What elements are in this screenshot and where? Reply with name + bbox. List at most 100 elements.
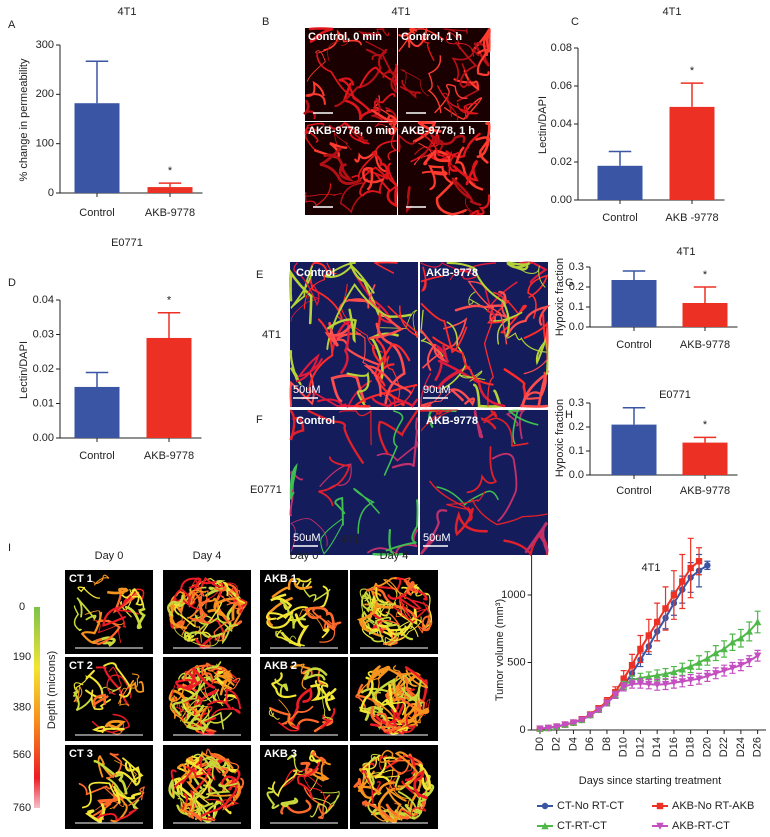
chart-title: E0771 xyxy=(111,237,143,249)
vessel xyxy=(524,371,547,400)
vessel xyxy=(306,48,330,82)
vessel xyxy=(471,194,491,216)
vessel xyxy=(183,809,202,823)
vessel xyxy=(377,409,419,456)
microscopy-image xyxy=(305,28,397,121)
marker xyxy=(656,802,664,810)
vessel xyxy=(373,93,396,117)
vessel xyxy=(268,707,319,730)
vessel xyxy=(373,261,398,274)
vessel xyxy=(399,69,429,97)
marker xyxy=(637,645,644,653)
colorbar xyxy=(34,607,40,808)
vessel xyxy=(505,304,551,339)
vessel xyxy=(374,755,388,771)
vessel xyxy=(320,518,344,555)
vessel xyxy=(312,608,336,631)
error-bar xyxy=(693,436,717,443)
vessel xyxy=(78,782,114,796)
vessel xyxy=(115,762,141,787)
error-bar xyxy=(85,371,109,387)
vessel xyxy=(221,595,244,610)
bar xyxy=(146,337,192,438)
error-bar xyxy=(157,312,181,338)
y-axis-label: Hypoxic fraction xyxy=(554,399,566,477)
vessel xyxy=(454,146,484,191)
vessel xyxy=(266,787,280,810)
vessel xyxy=(289,371,315,407)
error-bar xyxy=(608,150,632,166)
panel-label: G xyxy=(565,277,574,289)
marker xyxy=(712,649,720,657)
panel-title: 4T1 xyxy=(392,6,411,18)
panel-title: 4T1 xyxy=(341,534,360,546)
vessel xyxy=(429,480,473,523)
vessel xyxy=(278,721,300,732)
vessel xyxy=(354,148,388,173)
vessel xyxy=(483,417,529,447)
vessel xyxy=(353,487,380,534)
vessel xyxy=(220,769,241,791)
panel-label: D xyxy=(8,277,16,289)
vessel xyxy=(420,329,448,371)
column-label: Day 0 xyxy=(290,550,319,562)
significance-marker: * xyxy=(167,295,172,307)
vessel xyxy=(473,383,502,408)
x-axis-label: Days since starting treatment xyxy=(579,775,721,787)
significance-marker: * xyxy=(703,419,708,431)
vessel xyxy=(279,599,307,629)
vessel xyxy=(369,332,399,381)
vessel xyxy=(445,132,481,159)
x-tick-label: AKB-9778 xyxy=(680,339,730,351)
vessel xyxy=(176,803,201,816)
legend-label: AKB-RT-CT xyxy=(672,820,730,832)
y-tick-label: 0.00 xyxy=(551,194,572,206)
x-tick-label: D22 xyxy=(718,737,730,757)
vessel xyxy=(305,122,325,143)
vessel xyxy=(420,34,435,61)
marker xyxy=(686,662,695,670)
vessel xyxy=(73,675,88,691)
y-tick-label: 500 xyxy=(507,656,525,668)
vessel xyxy=(371,812,398,823)
vessel xyxy=(379,749,408,763)
vessel xyxy=(398,595,422,617)
vessel xyxy=(387,588,428,601)
vessel xyxy=(300,761,319,776)
vessel xyxy=(398,715,417,735)
vessel xyxy=(346,371,370,408)
vessel xyxy=(370,616,392,643)
vessel xyxy=(232,598,247,614)
vessel xyxy=(422,317,468,369)
vessel xyxy=(309,795,339,818)
vessel xyxy=(384,616,422,646)
vessel xyxy=(435,177,467,216)
vessel xyxy=(310,750,326,766)
vessel xyxy=(305,193,343,197)
vessel xyxy=(183,631,223,640)
vessel xyxy=(205,748,239,774)
vessel xyxy=(206,782,238,796)
image-label: AKB 1 xyxy=(264,573,297,585)
series-line xyxy=(539,560,700,730)
vessel xyxy=(365,624,393,638)
x-tick-label: Control xyxy=(616,485,651,497)
vessel xyxy=(363,365,412,398)
vessel xyxy=(314,680,329,696)
vessel xyxy=(379,383,416,407)
vessel xyxy=(115,609,139,628)
marker xyxy=(628,680,636,688)
vessel xyxy=(437,85,479,115)
vessel xyxy=(167,594,184,617)
panel-label: F xyxy=(256,414,263,426)
legend-label: CT-RT-CT xyxy=(557,820,607,832)
marker xyxy=(656,822,664,830)
vessel xyxy=(480,409,498,430)
chart-title: 4T1 xyxy=(663,6,682,18)
vessel xyxy=(437,359,506,408)
marker xyxy=(541,802,549,810)
marker xyxy=(753,618,762,626)
x-tick-label: AKB-9778 xyxy=(680,485,730,497)
marker xyxy=(636,674,645,682)
vessel xyxy=(451,48,480,82)
